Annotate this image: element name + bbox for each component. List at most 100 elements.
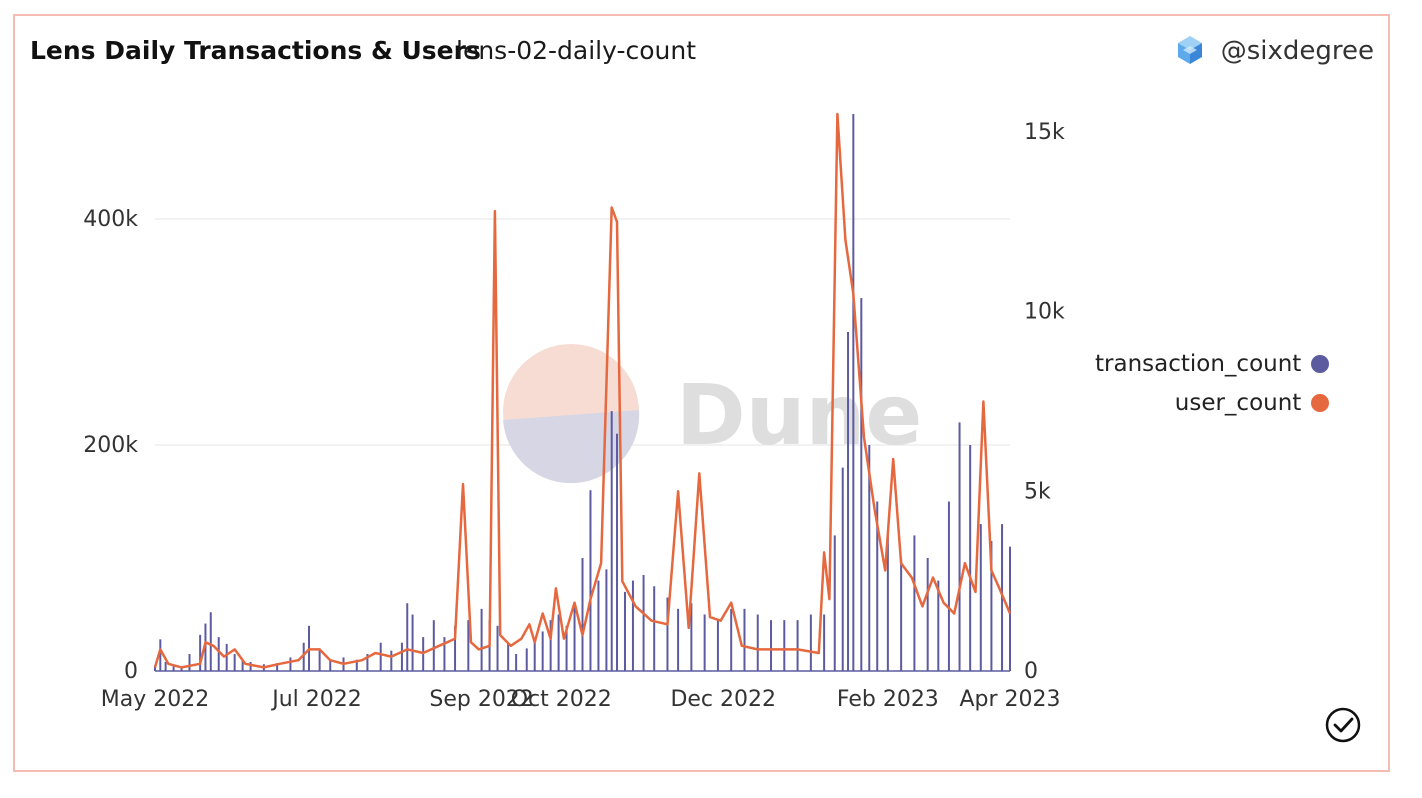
- right-axis-tick: 10k: [1024, 300, 1065, 325]
- transaction-bar: [969, 445, 972, 671]
- transaction-bar: [589, 490, 592, 671]
- x-axis-tick: Jul 2022: [270, 687, 362, 712]
- transaction-bar: [443, 637, 446, 671]
- query-name: lens-02-daily-count: [456, 36, 697, 65]
- transaction-bar: [610, 411, 613, 671]
- transaction-bar: [581, 558, 584, 671]
- transaction-bar: [947, 501, 950, 671]
- transaction-bar: [852, 114, 855, 671]
- transaction-bar: [217, 637, 220, 671]
- transaction-bar: [249, 661, 252, 671]
- transaction-bar: [172, 666, 175, 671]
- transaction-bar: [467, 620, 470, 671]
- transaction-bar: [809, 614, 812, 671]
- transaction-bar: [411, 614, 414, 671]
- transaction-bar: [276, 663, 279, 671]
- x-axis-tick: Feb 2023: [837, 687, 939, 712]
- transaction-bar: [406, 603, 409, 671]
- transaction-bar: [565, 625, 568, 671]
- right-axis-tick: 5k: [1024, 479, 1051, 504]
- transaction-bar: [886, 535, 889, 671]
- transaction-bar: [623, 591, 626, 671]
- transaction-bar: [841, 467, 844, 671]
- transaction-bar: [496, 625, 499, 671]
- transaction-bar: [876, 501, 879, 671]
- legend-swatch: [1311, 393, 1330, 412]
- transaction-bar: [979, 524, 982, 671]
- transaction-bar: [990, 541, 993, 671]
- transaction-bar: [631, 580, 634, 671]
- user-line: [153, 112, 1012, 669]
- legend-label: user_count: [1174, 389, 1302, 416]
- transaction-bar: [432, 620, 435, 671]
- transaction-bar: [900, 558, 903, 671]
- transaction-bar: [730, 608, 733, 671]
- transaction-bar: [1009, 546, 1011, 671]
- transaction-bar: [541, 631, 544, 671]
- transaction-bar: [329, 659, 332, 671]
- stacked-cubes-icon: [1177, 36, 1202, 64]
- transaction-bar: [677, 608, 680, 671]
- transaction-bar: [653, 586, 656, 671]
- legend-label: transaction_count: [1095, 350, 1302, 377]
- transaction-bar: [605, 569, 608, 671]
- transaction-bar: [823, 614, 826, 671]
- transaction-bars: [154, 114, 1011, 672]
- transaction-bar: [188, 654, 191, 671]
- left-axis-tick: 200k: [83, 433, 138, 458]
- transaction-bar: [164, 661, 167, 671]
- axes: 0 200k 400k 0 5k 10k 15k May 2022 Jul 2022 Sep 20…: [83, 120, 1065, 712]
- transaction-bar: [302, 642, 305, 671]
- transaction-bar: [233, 654, 236, 671]
- check-circle-icon[interactable]: [1325, 707, 1361, 743]
- transaction-bar: [533, 642, 536, 671]
- transaction-bar: [783, 620, 786, 671]
- transaction-bar: [937, 580, 940, 671]
- legend-item-transaction-count[interactable]: transaction_count: [1095, 344, 1330, 383]
- x-axis-tick: Dec 2022: [670, 687, 776, 712]
- transaction-bar: [557, 614, 560, 671]
- legend: transaction_count user_count: [1095, 344, 1330, 422]
- x-axis-tick: May 2022: [101, 687, 209, 712]
- transaction-bar: [833, 535, 836, 671]
- transaction-bar: [703, 614, 706, 671]
- transaction-bar: [716, 620, 719, 671]
- transaction-bar: [515, 654, 518, 671]
- transaction-bar: [209, 612, 212, 671]
- chart-card: Lens Daily Transactions & Users lens-02-…: [13, 14, 1390, 772]
- user-count-line: [153, 112, 1012, 669]
- right-axis-tick: 0: [1024, 659, 1038, 684]
- transaction-bar: [225, 643, 228, 671]
- transaction-bar: [241, 659, 244, 671]
- legend-item-user-count[interactable]: user_count: [1095, 383, 1330, 422]
- transaction-bar: [958, 422, 961, 671]
- transaction-bar: [868, 445, 871, 671]
- chart-title: Lens Daily Transactions & Users: [30, 36, 481, 65]
- transaction-bar: [913, 535, 916, 671]
- transaction-bar: [860, 298, 863, 671]
- transaction-bar: [507, 642, 510, 671]
- transaction-bar: [743, 608, 746, 671]
- left-axis-tick: 0: [124, 659, 138, 684]
- transaction-bar: [756, 614, 759, 671]
- author-link[interactable]: @sixdegree: [1173, 34, 1374, 68]
- watermark-text: Dune: [676, 366, 922, 464]
- transaction-bar: [159, 639, 162, 671]
- transaction-bar: [180, 667, 183, 671]
- transaction-bar: [379, 642, 382, 671]
- transaction-bar: [573, 603, 576, 671]
- author-name: @sixdegree: [1220, 36, 1374, 66]
- x-axis-tick: Apr 2023: [959, 687, 1060, 712]
- transaction-bar: [642, 574, 645, 671]
- right-axis-tick: 15k: [1024, 120, 1065, 145]
- transaction-bar: [796, 620, 799, 671]
- legend-swatch: [1311, 354, 1330, 373]
- transaction-bar: [400, 642, 403, 671]
- transaction-bar: [154, 665, 156, 671]
- transaction-bar: [318, 648, 321, 671]
- transaction-bar: [289, 657, 292, 671]
- transaction-bar: [616, 433, 619, 671]
- transaction-bar: [480, 608, 483, 671]
- transaction-bar: [847, 332, 850, 671]
